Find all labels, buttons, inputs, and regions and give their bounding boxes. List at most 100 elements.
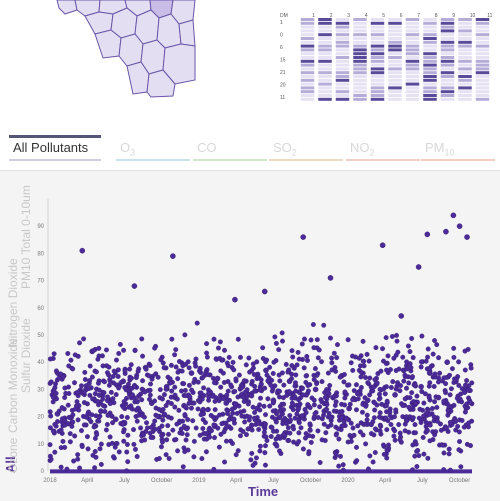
grid-cell[interactable] (370, 21, 385, 25)
data-point[interactable] (136, 412, 142, 418)
data-point[interactable] (136, 393, 142, 399)
data-point[interactable] (289, 400, 295, 406)
data-point[interactable] (355, 423, 361, 429)
data-point[interactable] (96, 387, 102, 393)
data-point[interactable] (238, 433, 243, 439)
data-point[interactable] (85, 446, 91, 452)
grid-cell[interactable] (388, 48, 402, 52)
data-point[interactable] (291, 439, 297, 445)
grid-cell[interactable] (475, 97, 490, 101)
grid-cell[interactable] (353, 71, 367, 75)
data-point[interactable] (364, 351, 370, 357)
data-point[interactable] (160, 406, 166, 412)
grid-cell[interactable] (475, 86, 490, 90)
data-point[interactable] (419, 389, 425, 395)
data-point[interactable] (410, 355, 416, 361)
grid-cell[interactable] (318, 21, 332, 25)
data-point[interactable] (284, 392, 290, 398)
data-point[interactable] (319, 359, 324, 365)
data-point[interactable] (388, 422, 394, 427)
data-point[interactable] (216, 345, 221, 351)
data-point[interactable] (124, 449, 130, 455)
data-point[interactable] (404, 366, 410, 372)
data-point[interactable] (81, 422, 87, 428)
data-point[interactable] (211, 380, 217, 386)
data-point[interactable] (316, 347, 322, 353)
data-point[interactable] (267, 364, 273, 370)
data-point[interactable] (257, 448, 263, 454)
grid-cell[interactable] (370, 97, 385, 101)
data-point[interactable] (468, 365, 474, 371)
data-point[interactable] (383, 415, 389, 421)
data-point[interactable] (336, 426, 341, 432)
data-point[interactable] (210, 375, 216, 381)
data-point[interactable] (53, 381, 58, 387)
grid-cell[interactable] (300, 33, 315, 37)
data-point[interactable] (319, 437, 325, 443)
grid-cell[interactable] (335, 59, 350, 63)
data-point[interactable] (267, 403, 273, 409)
data-point[interactable] (342, 402, 348, 408)
grid-cell[interactable] (370, 90, 385, 94)
grid-cell[interactable] (423, 67, 437, 71)
grid-cell[interactable] (318, 29, 332, 33)
grid-cell[interactable] (370, 48, 385, 52)
data-point[interactable] (357, 429, 363, 435)
data-point[interactable] (452, 377, 458, 383)
data-point[interactable] (289, 348, 295, 354)
data-point[interactable] (321, 412, 327, 418)
data-point[interactable] (167, 380, 173, 386)
data-point[interactable] (456, 359, 462, 365)
grid-cell[interactable] (440, 33, 455, 37)
data-point[interactable] (134, 454, 140, 459)
data-point[interactable] (447, 419, 453, 425)
grid-cell[interactable] (300, 90, 315, 94)
grid-cell[interactable] (458, 52, 472, 56)
data-point[interactable] (232, 388, 238, 394)
data-point[interactable] (175, 369, 181, 375)
data-point[interactable] (91, 348, 97, 353)
data-point[interactable] (158, 357, 164, 363)
grid-cell[interactable] (353, 40, 367, 44)
grid-cell[interactable] (300, 78, 315, 82)
grid-cell[interactable] (440, 97, 455, 101)
grid-cell[interactable] (370, 25, 385, 29)
grid-cell[interactable] (458, 48, 472, 52)
grid-cell[interactable] (335, 29, 350, 33)
data-point[interactable] (230, 417, 236, 422)
data-point[interactable] (277, 414, 283, 420)
data-point[interactable] (90, 396, 96, 402)
data-point[interactable] (270, 408, 276, 414)
data-point[interactable] (307, 421, 313, 427)
grid-cell[interactable] (388, 86, 402, 90)
data-point[interactable] (132, 384, 138, 389)
data-point[interactable] (206, 391, 211, 397)
grid-cell[interactable] (388, 37, 402, 40)
data-point[interactable] (203, 449, 209, 455)
data-point[interactable] (179, 368, 185, 374)
data-point[interactable] (458, 464, 464, 470)
grid-cell[interactable] (440, 37, 455, 40)
data-point[interactable] (345, 337, 351, 343)
vtab-ozone[interactable]: Ozone (6, 437, 20, 473)
data-point[interactable] (446, 403, 452, 409)
data-point[interactable] (189, 387, 195, 393)
grid-cell[interactable] (335, 75, 350, 78)
data-point[interactable] (173, 347, 179, 353)
vtab-pm10-total-0-10um[interactable]: PM10 Total 0-10um (19, 185, 33, 289)
data-point[interactable] (81, 389, 87, 395)
grid-cell[interactable] (405, 18, 420, 21)
data-point[interactable] (84, 434, 90, 440)
data-point[interactable] (310, 322, 316, 327)
data-point[interactable] (160, 417, 166, 423)
data-point[interactable] (67, 431, 73, 437)
grid-cell[interactable] (440, 21, 455, 25)
grid-cell[interactable] (423, 71, 437, 75)
data-point[interactable] (372, 400, 377, 406)
data-point[interactable] (280, 421, 286, 427)
grid-cell[interactable] (475, 44, 490, 48)
data-point[interactable] (366, 358, 372, 364)
data-point[interactable] (83, 414, 89, 420)
data-point[interactable] (419, 333, 425, 339)
data-point[interactable] (111, 454, 116, 460)
